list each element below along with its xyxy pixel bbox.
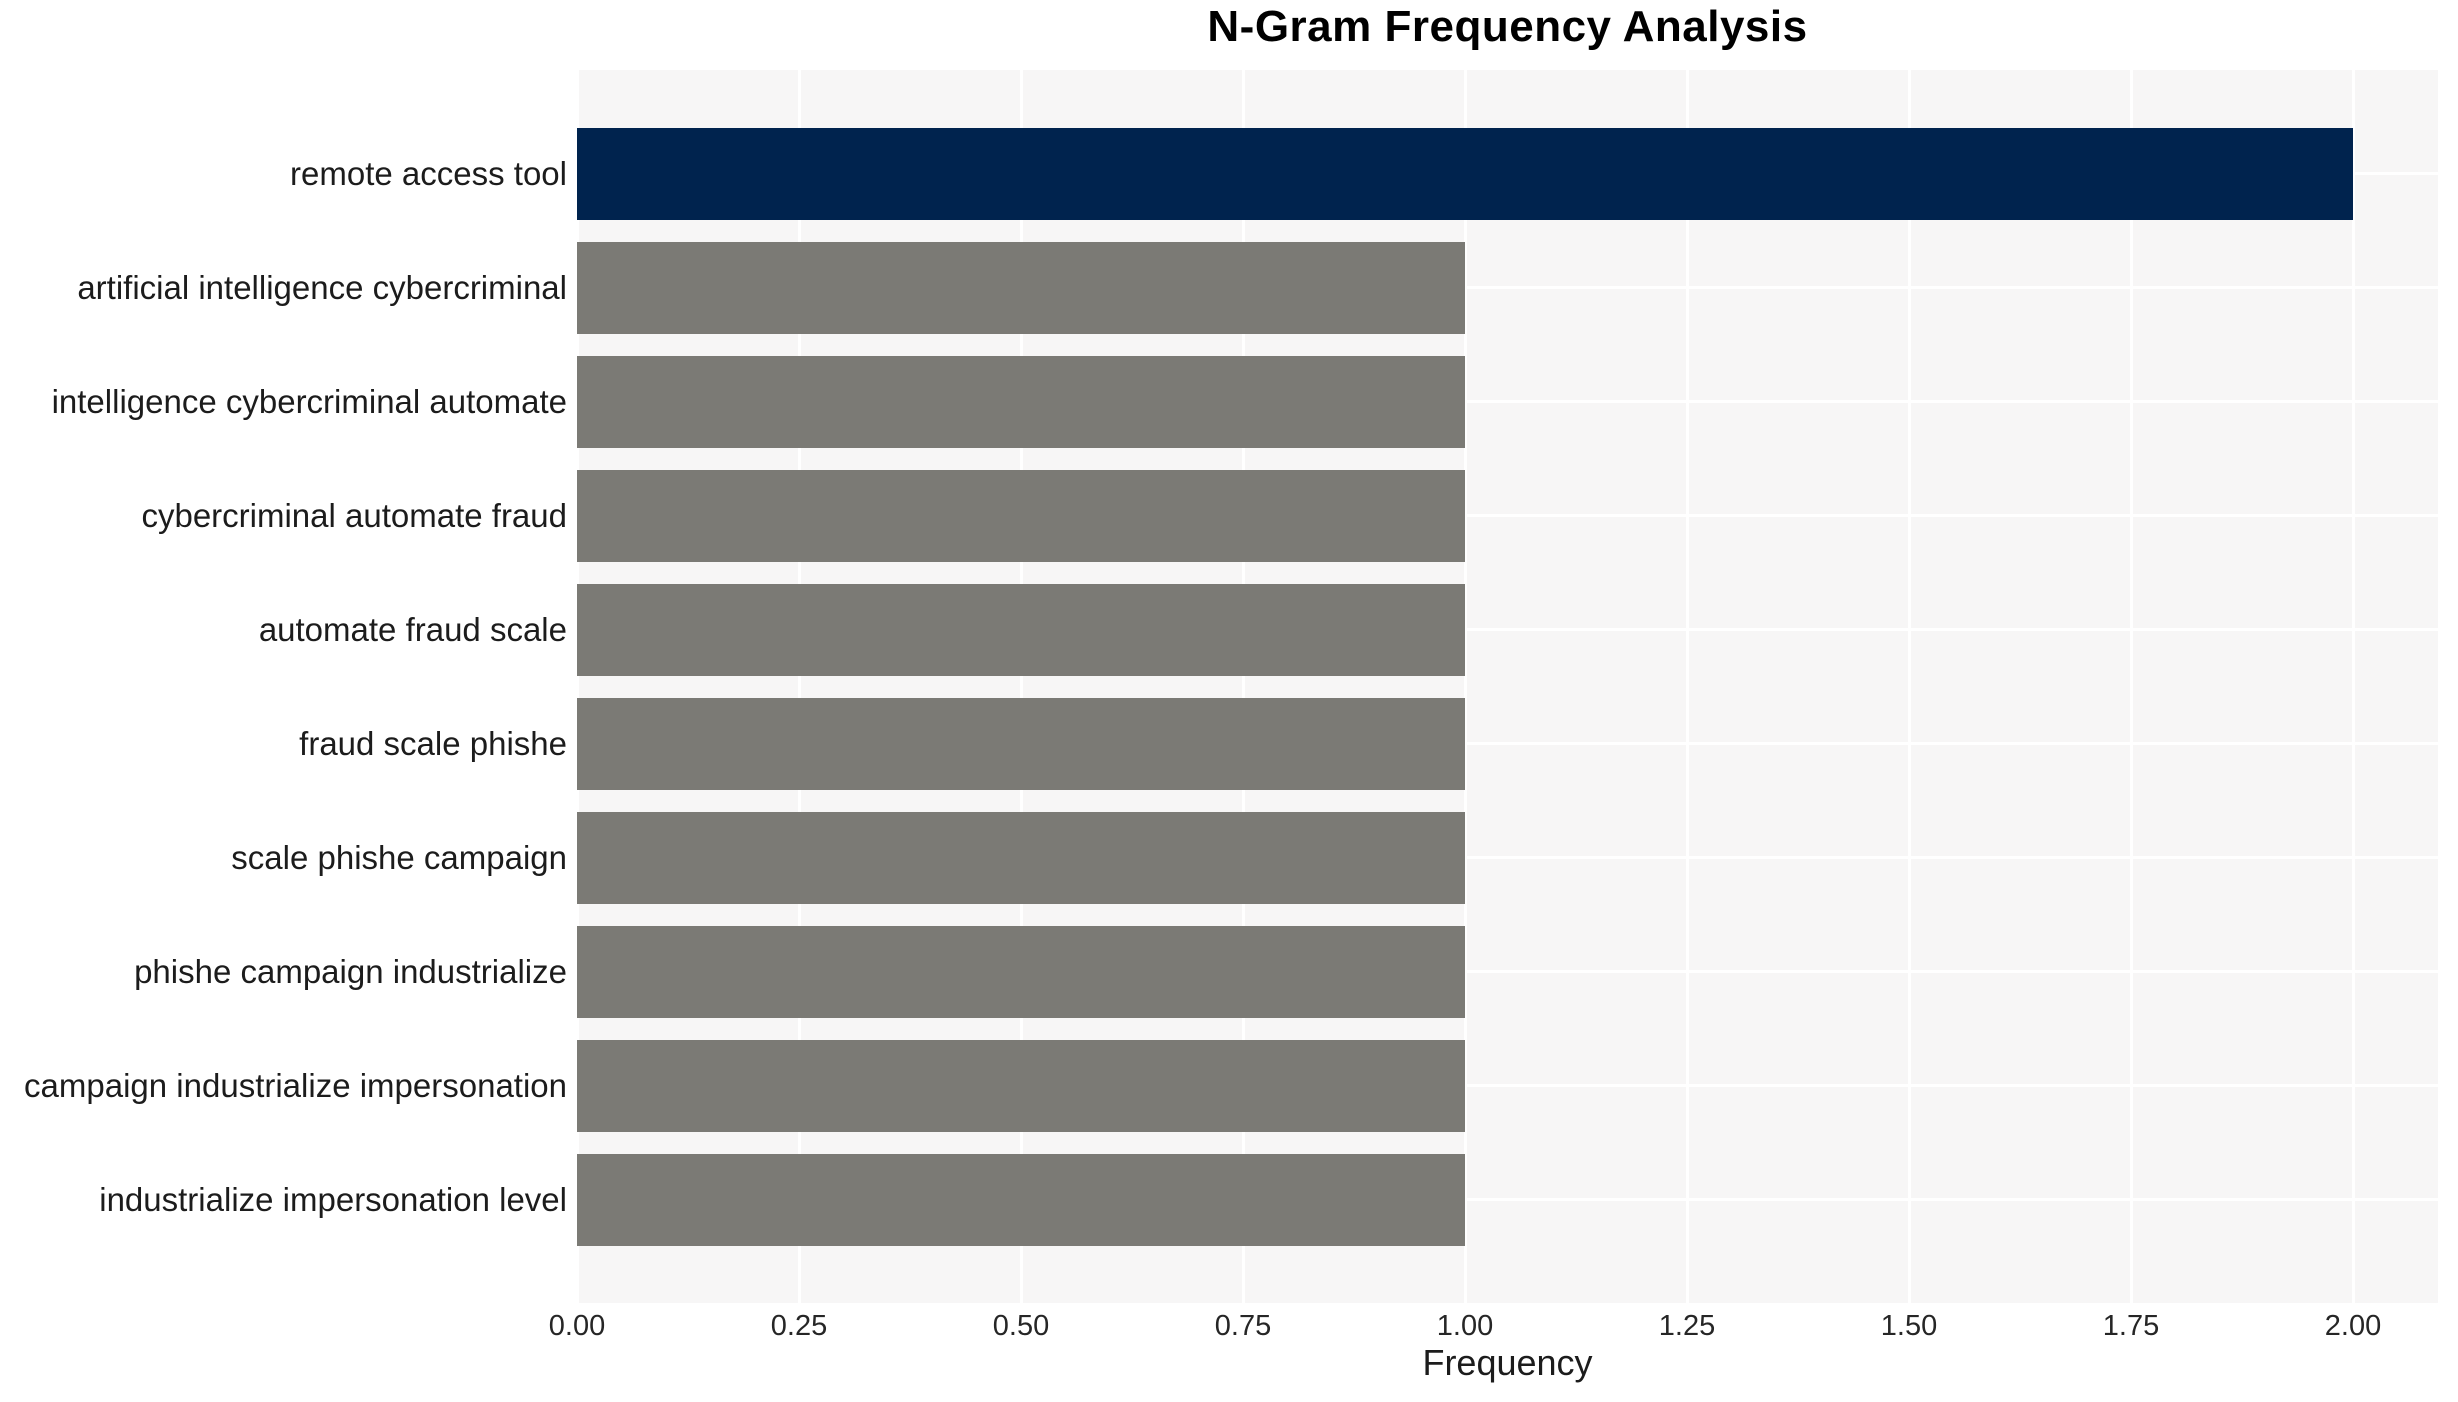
vertical-gridline: [1463, 70, 1467, 1303]
bar-10: [577, 1153, 1465, 1246]
y-tick-label: cybercriminal automate fraud: [141, 496, 567, 534]
horizontal-gridline: [577, 970, 2438, 973]
horizontal-gridline: [577, 742, 2438, 745]
horizontal-gridline: [577, 628, 2438, 631]
y-tick-label: fraud scale phishe: [299, 724, 567, 762]
y-tick-label: remote access tool: [290, 154, 567, 192]
horizontal-gridline: [577, 856, 2438, 859]
vertical-gridline: [1241, 70, 1245, 1303]
vertical-gridline: [2129, 70, 2133, 1303]
vertical-gridline: [797, 70, 801, 1303]
x-axis-title: Frequency: [1422, 1342, 1593, 1383]
horizontal-gridline: [577, 1198, 2438, 1201]
vertical-gridline: [1685, 70, 1689, 1303]
y-tick-label: campaign industrialize impersonation: [24, 1066, 567, 1104]
bar-3: [577, 355, 1465, 448]
vertical-gridline: [1019, 70, 1023, 1303]
y-tick-label: artificial intelligence cybercriminal: [77, 268, 567, 306]
x-tick-label: 1.75: [2102, 1310, 2160, 1342]
bar-2: [577, 241, 1465, 334]
x-tick-label: 2.00: [2324, 1310, 2382, 1342]
y-tick-label: intelligence cybercriminal automate: [51, 382, 567, 420]
bar-4: [577, 469, 1465, 562]
vertical-gridline: [1907, 70, 1911, 1303]
bar-5: [577, 583, 1465, 676]
x-tick-label: 1.00: [1436, 1310, 1494, 1342]
x-tick-label: 0.25: [770, 1310, 828, 1342]
bar-1: [577, 127, 2353, 220]
vertical-gridline: [2351, 70, 2355, 1303]
bar-6: [577, 697, 1465, 790]
bar-9: [577, 1039, 1465, 1132]
vertical-gridline: [575, 70, 579, 1303]
horizontal-gridline: [577, 286, 2438, 289]
bar-7: [577, 811, 1465, 904]
x-tick-label: 0.00: [548, 1310, 606, 1342]
x-tick-label: 1.50: [1880, 1310, 1938, 1342]
y-tick-label: industrialize impersonation level: [99, 1180, 567, 1218]
x-tick-label: 0.50: [992, 1310, 1050, 1342]
horizontal-gridline: [577, 1084, 2438, 1087]
horizontal-gridline: [577, 400, 2438, 403]
y-tick-label: scale phishe campaign: [231, 838, 567, 876]
y-tick-label: phishe campaign industrialize: [134, 952, 567, 990]
x-tick-label: 0.75: [1214, 1310, 1272, 1342]
y-tick-label: automate fraud scale: [258, 610, 567, 648]
horizontal-gridline: [577, 514, 2438, 517]
bar-8: [577, 925, 1465, 1018]
chart-title: N-Gram Frequency Analysis: [1207, 2, 1808, 51]
plot-area: [575, 70, 2438, 1303]
x-tick-label: 1.25: [1658, 1310, 1716, 1342]
